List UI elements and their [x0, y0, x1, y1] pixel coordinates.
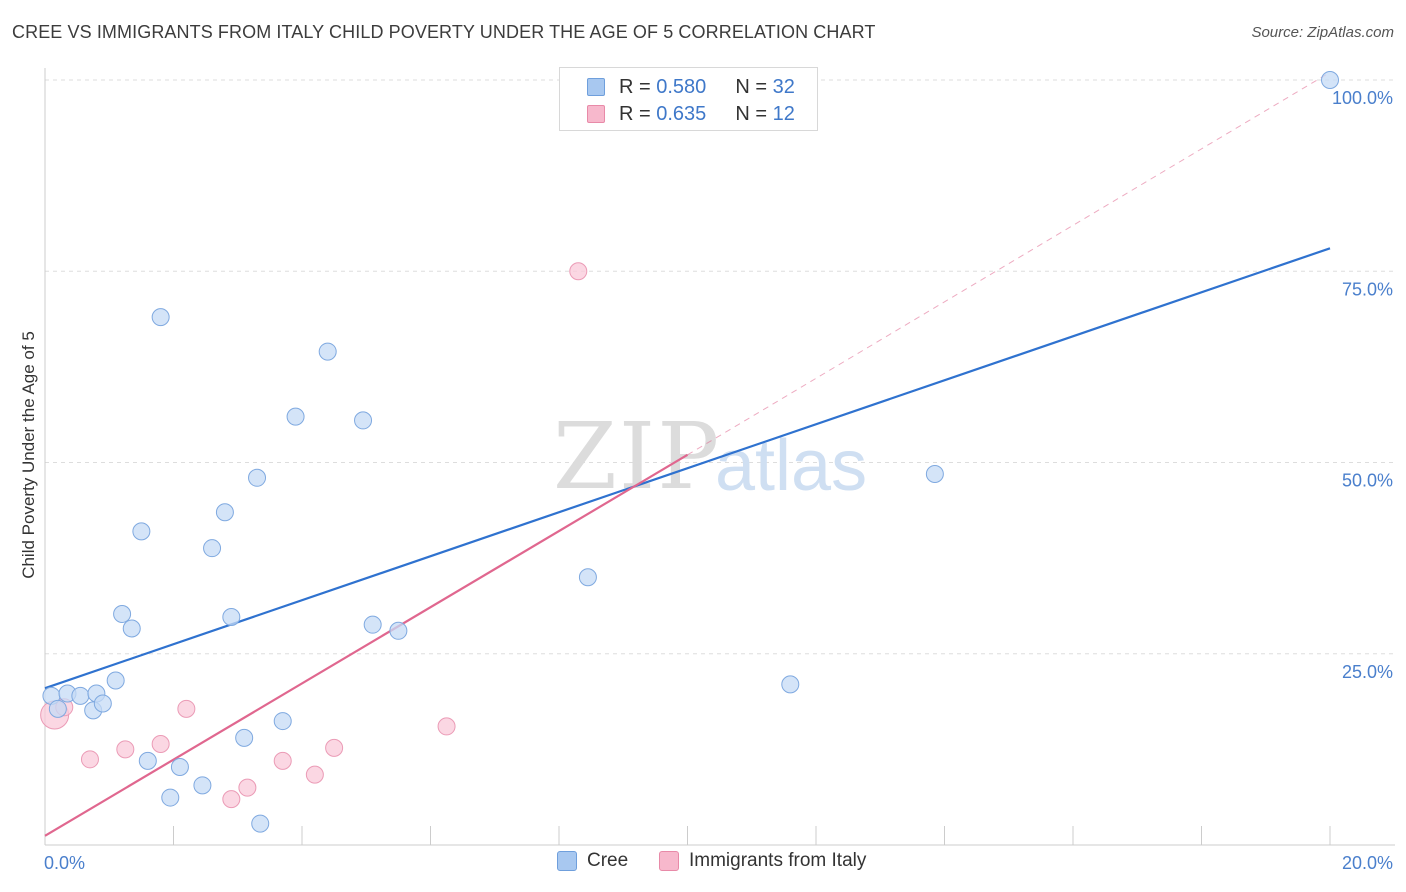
cree-point [578, 568, 597, 587]
trend-lines [44, 71, 1331, 837]
cree-point [170, 757, 189, 776]
data-points [40, 71, 1339, 833]
italy-point [80, 750, 99, 769]
legend-row-cree: R = 0.580 N = 32 [587, 75, 795, 99]
cree-point [71, 686, 90, 705]
bottom-legend: Cree Immigrants from Italy [0, 850, 1406, 878]
cree-point [248, 468, 267, 487]
legend-n-value: 12 [772, 102, 795, 125]
cree-point [251, 814, 270, 833]
watermark-zip: ZIP [553, 403, 721, 510]
italy-point [325, 738, 344, 757]
legend-r-value: 0.635 [656, 102, 707, 125]
cree-point [193, 776, 212, 795]
chart-title: CREE VS IMMIGRANTS FROM ITALY CHILD POVE… [12, 22, 876, 42]
legend-n-label: N = [735, 102, 768, 125]
bottom-legend-swatch-cree [557, 851, 577, 871]
bottom-legend-item-italy[interactable]: Immigrants from Italy [659, 850, 866, 872]
italy-trend-line [44, 453, 689, 837]
italy-trend-extrapolated [687, 71, 1331, 456]
italy-point [177, 699, 196, 718]
cree-point [138, 751, 157, 770]
bottom-legend-swatch-italy [659, 851, 679, 871]
y-tick-label: 25.0% [1342, 662, 1393, 682]
cree-trend-line [44, 247, 1331, 690]
cree-point [106, 671, 125, 690]
bottom-legend-label-italy: Immigrants from Italy [689, 850, 867, 871]
italy-point [238, 778, 257, 797]
italy-point [273, 751, 292, 770]
cree-point [161, 788, 180, 807]
bottom-legend-label-cree: Cree [587, 850, 629, 871]
cree-point [925, 464, 944, 483]
legend-swatch-italy [587, 105, 605, 123]
legend-r-label: R = [619, 75, 651, 98]
x-tick-label: 0.0% [44, 853, 85, 873]
cree-point [113, 604, 132, 623]
cree-point [222, 608, 241, 627]
source-label: Source: ZipAtlas.com [1251, 24, 1394, 41]
y-tick-label: 100.0% [1332, 88, 1393, 108]
cree-point [132, 522, 151, 541]
cree-point [363, 615, 382, 634]
legend-r-value: 0.580 [656, 75, 707, 98]
watermark-atlas: atlas [715, 426, 867, 506]
cree-point [318, 342, 337, 361]
x-tick-labels: 0.0% 20.0% [44, 853, 1393, 873]
cree-point [1321, 71, 1339, 89]
legend-row-italy: R = 0.635 N = 12 [587, 102, 795, 126]
italy-point [305, 765, 324, 784]
legend-r-label: R = [619, 102, 651, 125]
bottom-legend-item-cree[interactable]: Cree [557, 850, 628, 872]
watermark: ZIP atlas [553, 403, 867, 510]
y-tick-label: 50.0% [1342, 471, 1393, 491]
italy-point [151, 735, 170, 754]
y-tick-labels: 25.0% 50.0% 75.0% 100.0% [1332, 88, 1393, 682]
cree-point [215, 503, 234, 522]
cree-point [286, 407, 305, 426]
legend-n-label: N = [735, 75, 768, 98]
y-axis-label: Child Poverty Under the Age of 5 [19, 331, 38, 579]
legend-n-value: 32 [772, 75, 795, 98]
cree-point [122, 619, 141, 638]
cree-point [354, 411, 373, 430]
cree-point [781, 675, 800, 694]
italy-point [437, 717, 456, 736]
grid [45, 79, 1395, 655]
cree-point [151, 308, 170, 327]
cree-point [203, 539, 222, 558]
cree-point [93, 694, 112, 713]
legend-swatch-cree [587, 78, 605, 96]
cree-point [235, 728, 254, 747]
italy-point [222, 790, 241, 809]
cree-point [389, 621, 408, 640]
x-tick-label: 20.0% [1342, 853, 1393, 873]
legend: R = 0.580 N = 32 R = 0.635 N = 12 [559, 67, 818, 131]
cree-point [273, 712, 292, 731]
italy-point [569, 262, 588, 281]
cree-point [48, 699, 67, 718]
italy-point [116, 740, 135, 759]
y-tick-label: 75.0% [1342, 279, 1393, 299]
